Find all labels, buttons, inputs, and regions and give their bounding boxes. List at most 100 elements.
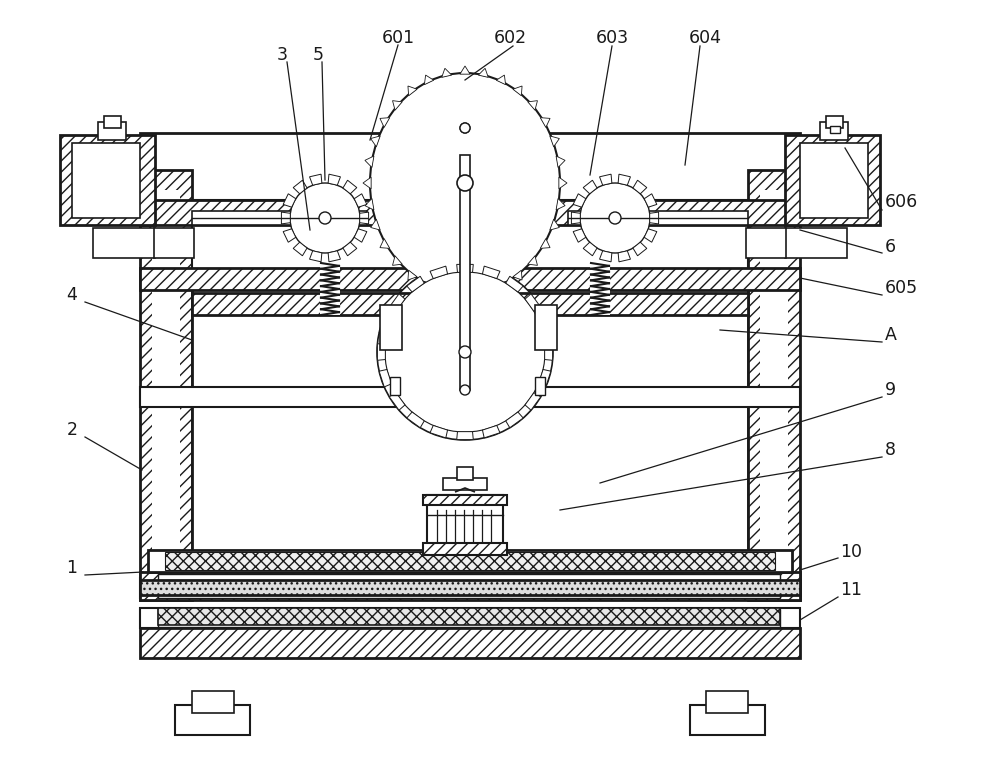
- Circle shape: [459, 346, 471, 358]
- Bar: [140, 170, 192, 600]
- Polygon shape: [525, 294, 541, 311]
- Polygon shape: [583, 242, 597, 256]
- Text: 605: 605: [885, 279, 918, 297]
- Polygon shape: [360, 212, 369, 224]
- Polygon shape: [379, 317, 392, 335]
- Polygon shape: [365, 156, 374, 168]
- Polygon shape: [283, 194, 296, 207]
- Bar: [820, 122, 848, 140]
- Polygon shape: [408, 86, 417, 96]
- Polygon shape: [371, 219, 380, 230]
- Text: 2: 2: [66, 421, 78, 439]
- Bar: [140, 387, 800, 407]
- Polygon shape: [644, 194, 657, 207]
- Text: 602: 602: [493, 29, 527, 47]
- Bar: [98, 122, 126, 140]
- Bar: [140, 572, 800, 600]
- Bar: [427, 495, 503, 545]
- Text: 601: 601: [381, 29, 415, 47]
- Bar: [192, 211, 367, 225]
- Polygon shape: [556, 156, 565, 168]
- Bar: [423, 543, 507, 555]
- Polygon shape: [363, 177, 371, 189]
- Polygon shape: [424, 75, 434, 85]
- Bar: [140, 268, 800, 290]
- Polygon shape: [283, 229, 296, 242]
- Polygon shape: [513, 271, 522, 280]
- Bar: [690, 705, 765, 735]
- Polygon shape: [583, 181, 597, 194]
- Bar: [158, 574, 780, 598]
- Bar: [140, 628, 800, 658]
- Text: 606: 606: [885, 193, 918, 211]
- Circle shape: [457, 175, 473, 191]
- Bar: [192, 200, 748, 290]
- Polygon shape: [528, 256, 537, 265]
- Polygon shape: [573, 194, 586, 207]
- Bar: [158, 609, 780, 627]
- Polygon shape: [408, 271, 417, 280]
- Bar: [590, 263, 610, 315]
- Polygon shape: [343, 181, 357, 194]
- Bar: [158, 608, 780, 625]
- Polygon shape: [310, 174, 322, 185]
- Text: 6: 6: [885, 238, 896, 256]
- Bar: [460, 155, 470, 390]
- Circle shape: [609, 212, 621, 224]
- Polygon shape: [293, 242, 307, 256]
- Bar: [746, 228, 786, 258]
- Polygon shape: [478, 289, 488, 298]
- Polygon shape: [354, 229, 367, 242]
- Bar: [800, 143, 868, 218]
- Polygon shape: [600, 251, 612, 262]
- Circle shape: [290, 183, 360, 253]
- Bar: [785, 135, 880, 225]
- Polygon shape: [380, 239, 390, 248]
- Bar: [154, 228, 194, 258]
- Polygon shape: [650, 212, 659, 224]
- Text: 3: 3: [276, 46, 288, 64]
- Polygon shape: [393, 256, 402, 265]
- Bar: [535, 305, 557, 350]
- Polygon shape: [281, 212, 290, 224]
- Polygon shape: [571, 212, 580, 224]
- Bar: [192, 293, 748, 315]
- Polygon shape: [430, 266, 448, 279]
- Text: 8: 8: [885, 441, 896, 459]
- Polygon shape: [407, 412, 424, 427]
- Polygon shape: [328, 174, 340, 185]
- Text: 4: 4: [67, 286, 77, 304]
- Circle shape: [319, 212, 331, 224]
- Bar: [380, 305, 402, 350]
- Polygon shape: [389, 294, 405, 311]
- Polygon shape: [513, 86, 522, 96]
- Polygon shape: [365, 198, 374, 210]
- Polygon shape: [496, 281, 506, 291]
- Polygon shape: [442, 289, 452, 298]
- Bar: [104, 116, 121, 128]
- Ellipse shape: [370, 73, 560, 293]
- Bar: [760, 190, 788, 590]
- Polygon shape: [380, 117, 390, 127]
- Polygon shape: [540, 239, 550, 248]
- Circle shape: [377, 264, 553, 440]
- Polygon shape: [457, 431, 473, 440]
- Polygon shape: [538, 370, 551, 387]
- Bar: [148, 550, 792, 572]
- Polygon shape: [379, 370, 392, 387]
- Bar: [140, 578, 800, 598]
- Text: 11: 11: [840, 581, 862, 599]
- Polygon shape: [310, 251, 322, 262]
- Bar: [443, 478, 487, 490]
- Text: 604: 604: [688, 29, 722, 47]
- Bar: [175, 705, 250, 735]
- Bar: [140, 133, 800, 225]
- Bar: [390, 377, 400, 395]
- Circle shape: [460, 385, 470, 395]
- Polygon shape: [457, 264, 473, 272]
- Circle shape: [580, 183, 650, 253]
- Text: A: A: [885, 326, 897, 344]
- Bar: [140, 200, 800, 225]
- Polygon shape: [556, 198, 565, 210]
- Circle shape: [460, 123, 470, 133]
